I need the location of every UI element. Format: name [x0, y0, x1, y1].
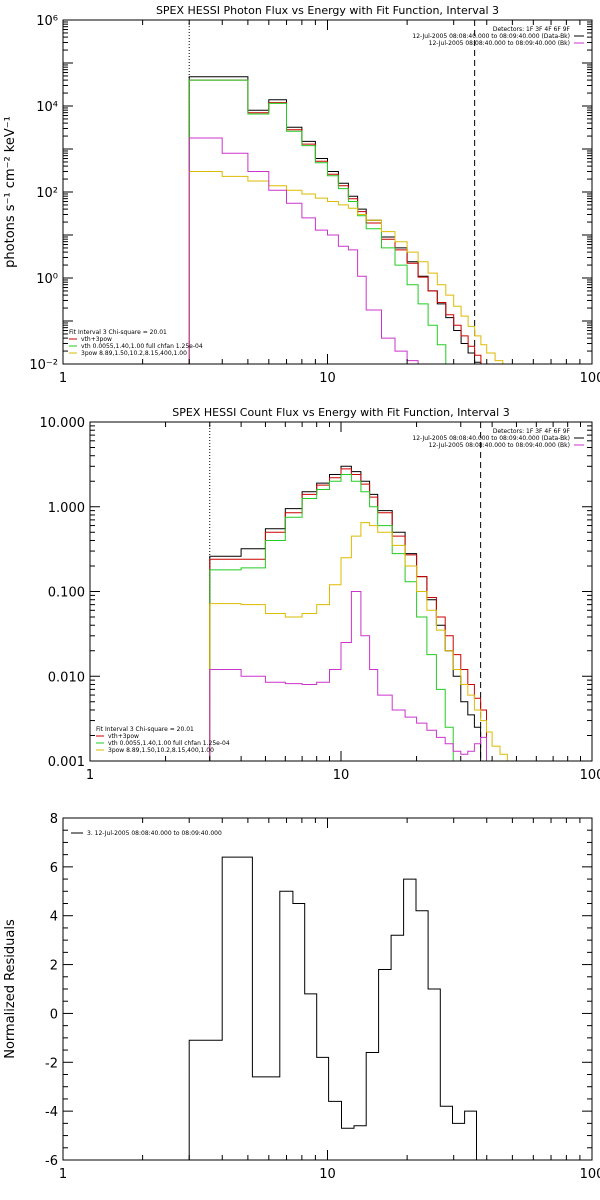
x-tick-label: 1: [86, 768, 94, 783]
x-tick-label: 10: [319, 371, 336, 386]
series-bk: [188, 137, 419, 364]
chart-2: SPEX HESSI Count Flux vs Energy with Fit…: [40, 406, 600, 783]
series-bk: [209, 591, 487, 761]
y-tick-label: -2: [45, 1056, 58, 1071]
y-tick-label: 6: [50, 861, 58, 876]
y-tick-label: 8: [50, 812, 58, 827]
x-tick-label: 1: [59, 371, 67, 386]
y-tick-label: 10⁶: [36, 14, 58, 29]
series-3pow: [209, 522, 508, 761]
y-axis-label: Normalized Residuals: [3, 919, 18, 1059]
fit-info-line: vth 0.0055,1.40,1.00 full chfan 1.25e-04: [108, 740, 230, 747]
chart-title: SPEX HESSI Photon Flux vs Energy with Fi…: [156, 4, 499, 17]
series-data: [188, 76, 482, 364]
y-tick-label: 1.000: [48, 501, 85, 516]
fit-info-line: 3pow 8.89,1.50,10.2,8.15,400,1.00: [81, 350, 187, 357]
x-tick-label: 10: [319, 1167, 336, 1182]
chart-3: 1 10 100 -6 -4 -2 0 2 4 6 8 Normalized Residuals 3. …: [3, 812, 600, 1182]
x-tick-label: 100: [580, 371, 600, 386]
x-tick-label: 100: [580, 1167, 600, 1182]
series-vth: [188, 79, 455, 364]
chart-title: SPEX HESSI Count Flux vs Energy with Fit…: [172, 406, 509, 419]
plot-frame: [62, 817, 593, 1161]
y-tick-label: 2: [50, 959, 58, 974]
y-tick-label: 10⁴: [36, 100, 58, 115]
y-axis-label: photons s⁻¹ cm⁻² keV⁻¹: [3, 116, 18, 268]
info-line: 12-Jul-2005 08:08:40.000 to 08:09:40.000…: [429, 40, 570, 47]
y-tick-label: 10²: [36, 186, 58, 201]
y-tick-label: 0.001: [48, 755, 85, 770]
info-line: Detectors: 1F 3F 4F 6F 9F: [493, 428, 571, 435]
fit-info-line: Fit Interval 3 Chi-square = 20.01: [69, 329, 167, 336]
info-line: 12-Jul-2005 08:08:40.000 to 08:09:40.000…: [412, 435, 570, 442]
fit-info-line: vth 0.0055,1.40,1.00 full chfan 1.25e-04: [81, 343, 203, 350]
info-line: 12-Jul-2005 08:08:40.000 to 08:09:40.000…: [429, 442, 570, 449]
series-vth: [209, 474, 454, 761]
y-tick-label: 10.000: [40, 416, 86, 431]
fit-info-line: Fit Interval 3 Chi-square = 20.01: [96, 726, 194, 733]
y-tick-label: 0: [50, 1007, 58, 1022]
y-tick-label: -6: [45, 1154, 58, 1169]
info-line: Detectors: 1F 3F 4F 6F 9F: [493, 26, 571, 33]
series-data: [209, 465, 487, 761]
y-tick-label: 0.100: [48, 586, 85, 601]
series-3pow: [188, 171, 504, 364]
fit-info-line: vth+3pow: [81, 336, 112, 343]
y-tick-label: 10⁰: [36, 272, 58, 287]
y-tick-label: 10⁻²: [29, 358, 58, 373]
fit-info-line: 3pow 8.89,1.50,10.2,8.15,400,1.00: [108, 747, 214, 754]
y-tick-label: 4: [50, 910, 58, 925]
chart-1: SPEX HESSI Photon Flux vs Energy with Fi…: [3, 4, 600, 386]
fit-info-line: vth+3pow: [108, 733, 139, 740]
y-tick-label: -4: [45, 1105, 58, 1120]
x-tick-label: 1: [59, 1167, 67, 1182]
plot-frame: [62, 19, 593, 365]
x-tick-label: 100: [580, 768, 600, 783]
info-line: 12-Jul-2005 08:08:40.000 to 08:09:40.000…: [412, 33, 570, 40]
y-tick-label: 0.010: [48, 670, 85, 685]
series-residuals: [188, 856, 477, 1160]
legend-label: 3. 12-Jul-2005 08:08:40.000 to 08:09:40.…: [87, 830, 222, 837]
x-tick-label: 10: [333, 768, 350, 783]
